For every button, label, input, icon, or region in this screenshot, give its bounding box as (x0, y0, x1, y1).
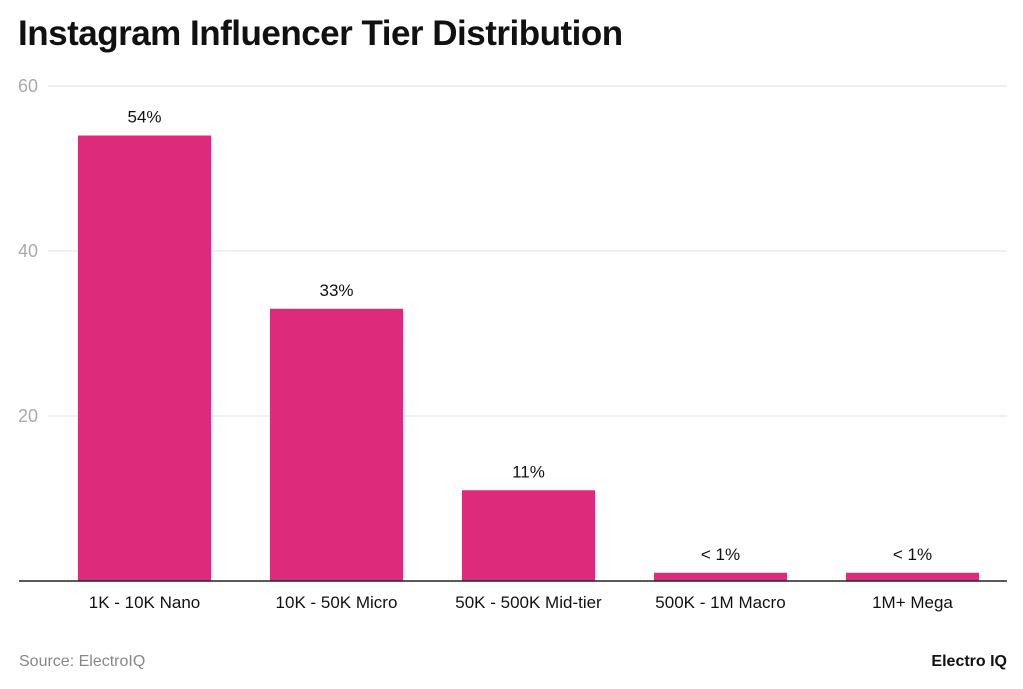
source-note: Source: ElectroIQ (19, 653, 146, 670)
bar (78, 135, 211, 581)
y-tick-label: 40 (18, 241, 38, 261)
x-tick-label: 10K - 50K Micro (276, 593, 398, 612)
x-tick-label: 1M+ Mega (872, 593, 953, 612)
y-tick-label: 60 (18, 76, 38, 96)
bar (270, 308, 403, 581)
chart-title: Instagram Influencer Tier Distribution (18, 14, 623, 53)
data-label: < 1% (701, 545, 740, 564)
data-label: 54% (127, 108, 161, 127)
data-label: < 1% (893, 545, 932, 564)
data-label: 33% (319, 281, 353, 300)
y-tick-label: 20 (18, 406, 38, 426)
x-tick-label: 1K - 10K Nano (89, 593, 201, 612)
data-label: 11% (512, 462, 545, 481)
bar (462, 490, 595, 581)
x-tick-label: 50K - 500K Mid-tier (455, 593, 602, 612)
bar (846, 572, 979, 581)
x-tick-label: 500K - 1M Macro (655, 593, 785, 612)
bar (654, 572, 787, 581)
brand-logo: Electro IQ (931, 653, 1007, 670)
